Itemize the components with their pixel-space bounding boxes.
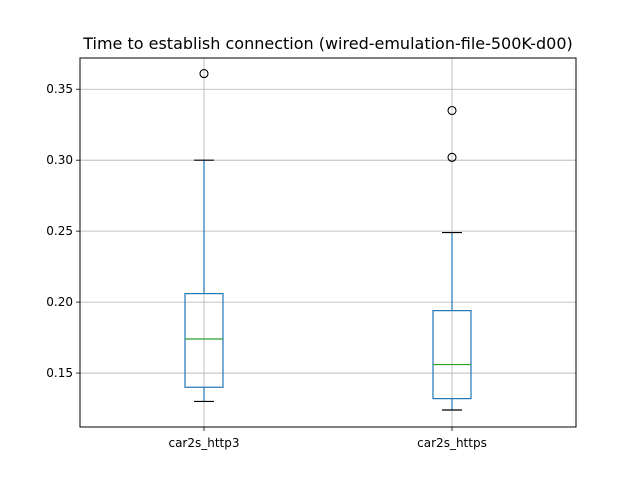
iqr-box [432, 310, 472, 400]
y-axis: 0.15 0.20 0.25 0.30 0.35 [46, 82, 80, 380]
x-tick-label: car2s_https [417, 436, 487, 450]
iqr-box [184, 292, 224, 388]
x-axis: car2s_http3 car2s_https [168, 427, 487, 450]
plot-frame [79, 57, 577, 428]
outlier-point [447, 105, 457, 116]
x-tick-label: car2s_http3 [168, 436, 239, 450]
box-series [184, 69, 472, 411]
box-car2s_https [432, 105, 472, 411]
y-tick-label: 0.30 [46, 153, 73, 167]
chart-title: Time to establish connection (wired-emul… [82, 34, 573, 53]
y-tick-label: 0.20 [46, 295, 73, 309]
y-tick-label: 0.15 [46, 366, 73, 380]
outlier-point [199, 69, 209, 79]
box-car2s_http3 [184, 69, 224, 403]
outlier-point [447, 152, 457, 162]
grid-lines [80, 58, 576, 427]
y-tick-label: 0.25 [46, 224, 73, 238]
y-tick-label: 0.35 [46, 82, 73, 96]
